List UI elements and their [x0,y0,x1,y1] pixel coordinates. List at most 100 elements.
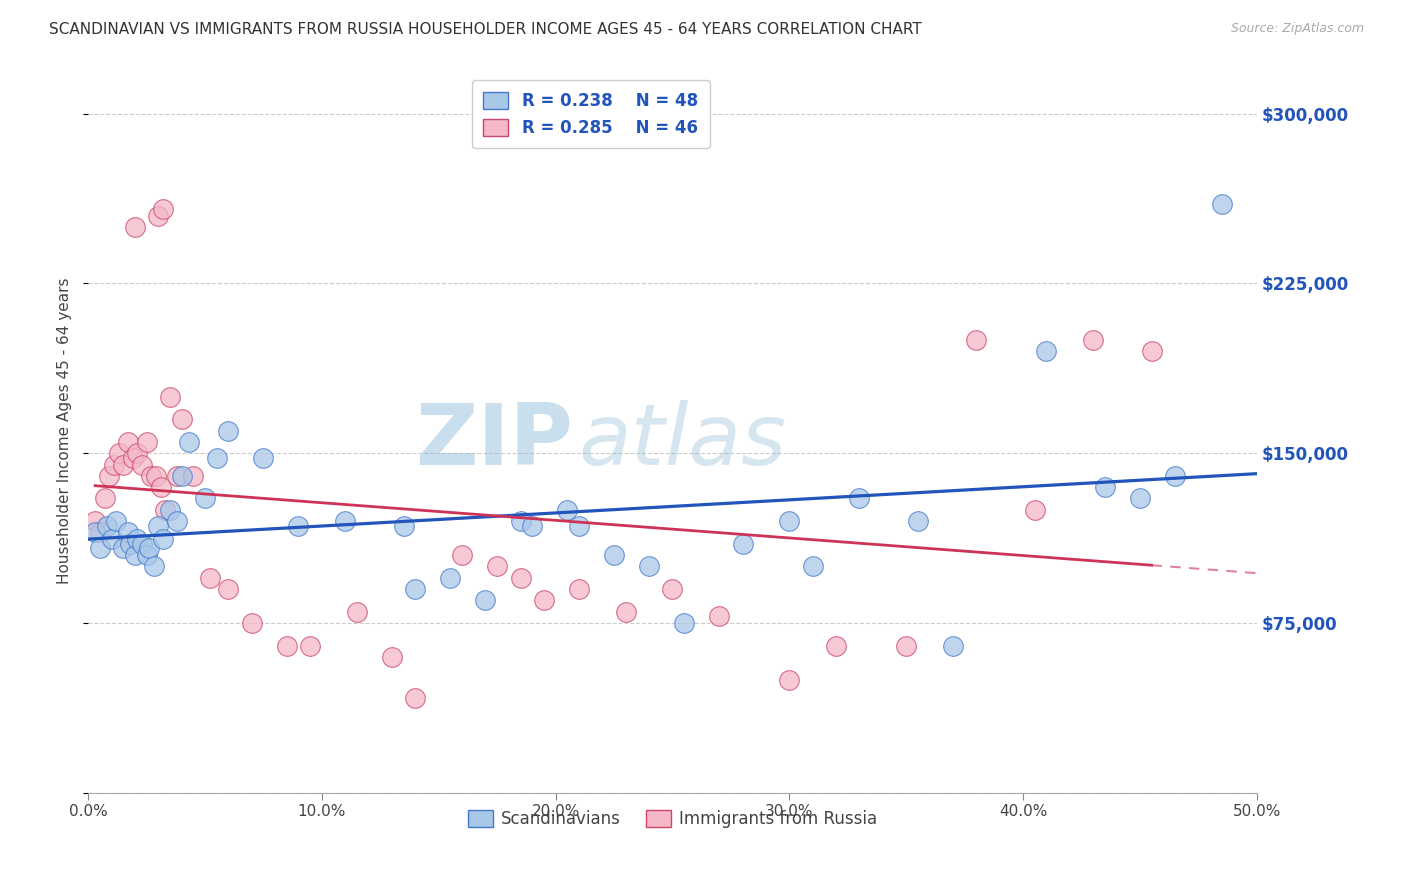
Point [155,503,177,517]
Point [614,605,637,619]
Point [142,559,165,574]
Point [439,571,461,585]
Point [100,532,122,546]
Point [404,690,426,705]
Point [673,615,696,630]
Point [217,582,239,596]
Point [965,333,987,347]
Point [555,503,578,517]
Point [731,537,754,551]
Point [661,582,683,596]
Point [152,202,174,216]
Text: atlas: atlas [579,400,787,483]
Point [98,468,121,483]
Point [522,518,544,533]
Point [141,468,163,483]
Point [198,571,221,585]
Point [145,468,167,483]
Point [509,571,531,585]
Point [177,434,200,449]
Point [287,518,309,533]
Point [346,605,368,619]
Point [709,609,731,624]
Point [381,649,404,664]
Point [117,525,139,540]
Point [166,514,188,528]
Point [1164,468,1187,483]
Point [149,480,172,494]
Point [124,219,146,234]
Point [131,537,153,551]
Point [93,491,115,506]
Text: Source: ZipAtlas.com: Source: ZipAtlas.com [1230,22,1364,36]
Y-axis label: Householder Income Ages 45 - 64 years: Householder Income Ages 45 - 64 years [58,277,72,584]
Point [1129,491,1152,506]
Point [1024,503,1046,517]
Point [404,582,426,596]
Point [252,450,274,465]
Point [848,491,870,506]
Point [131,458,153,472]
Point [148,518,170,533]
Point [166,468,188,483]
Point [148,209,170,223]
Point [1035,344,1057,359]
Point [1211,197,1233,211]
Point [240,615,263,630]
Point [152,532,174,546]
Point [89,525,111,540]
Point [533,593,555,607]
Point [170,468,193,483]
Point [603,548,626,562]
Point [474,593,496,607]
Point [103,458,125,472]
Point [89,541,111,556]
Point [181,468,204,483]
Point [117,434,139,449]
Point [105,514,128,528]
Point [112,541,135,556]
Point [135,548,157,562]
Point [217,424,239,438]
Point [205,450,228,465]
Point [96,518,118,533]
Point [907,514,929,528]
Point [1094,480,1116,494]
Point [451,548,474,562]
Point [509,514,531,528]
Point [778,673,800,687]
Point [942,639,965,653]
Legend: Scandinavians, Immigrants from Russia: Scandinavians, Immigrants from Russia [461,804,884,835]
Text: SCANDINAVIAN VS IMMIGRANTS FROM RUSSIA HOUSEHOLDER INCOME AGES 45 - 64 YEARS COR: SCANDINAVIAN VS IMMIGRANTS FROM RUSSIA H… [49,22,922,37]
Point [84,514,107,528]
Point [138,541,160,556]
Point [801,559,824,574]
Point [299,639,322,653]
Point [276,639,298,653]
Point [124,548,146,562]
Point [170,412,193,426]
Point [894,639,917,653]
Point [84,525,107,540]
Point [486,559,509,574]
Point [120,537,142,551]
Point [112,458,135,472]
Point [1140,344,1163,359]
Point [638,559,661,574]
Point [127,446,149,460]
Point [159,503,181,517]
Point [107,446,129,460]
Point [127,532,149,546]
Point [159,390,181,404]
Point [825,639,848,653]
Point [135,434,157,449]
Point [568,518,591,533]
Point [335,514,357,528]
Point [194,491,217,506]
Point [568,582,591,596]
Point [1081,333,1104,347]
Point [778,514,800,528]
Point [121,450,143,465]
Point [392,518,415,533]
Text: ZIP: ZIP [415,400,574,483]
